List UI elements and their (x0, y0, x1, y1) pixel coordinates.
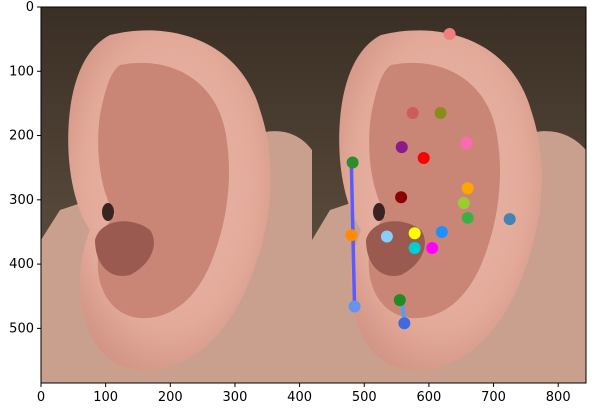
y-tick-label-1: 100 (9, 64, 34, 79)
x-tick-label-5: 500 (352, 390, 377, 405)
keypoint-extra-0 (346, 156, 359, 169)
y-tick-label-5: 500 (9, 321, 34, 336)
keypoint-1 (406, 107, 419, 120)
keypoint-19 (398, 317, 411, 330)
y-tick-label-3: 300 (9, 193, 34, 208)
x-tick-label-7: 700 (481, 390, 506, 405)
x-tick-label-6: 600 (416, 390, 441, 405)
keypoint-12 (380, 230, 393, 243)
keypoint-17 (393, 294, 406, 307)
x-tick-label-3: 300 (223, 390, 248, 405)
keypoint-18 (348, 300, 361, 313)
x-tick-label-0: 0 (37, 390, 45, 405)
keypoint-13 (408, 227, 421, 240)
keypoint-11 (345, 229, 358, 242)
keypoint-3 (395, 141, 408, 154)
keypoint-6 (461, 182, 474, 195)
keypoint-7 (395, 191, 408, 204)
y-tick-label-2: 200 (9, 129, 34, 144)
x-tick-label-8: 800 (546, 390, 571, 405)
keypoint-14 (435, 225, 448, 238)
x-tick-label-2: 200 (158, 390, 183, 405)
keypoint-4 (417, 152, 430, 165)
right-ear-image (312, 7, 586, 383)
keypoint-0 (443, 27, 456, 40)
left-ear-image (41, 7, 312, 383)
axes-frame (40, 6, 587, 384)
x-tick-label-4: 400 (287, 390, 312, 405)
x-tick-label-1: 100 (93, 390, 118, 405)
keypoint-2 (434, 107, 447, 120)
keypoint-15 (408, 242, 421, 255)
keypoint-10 (503, 213, 516, 226)
keypoint-overlay (345, 27, 516, 330)
x-axis: 0 100 200 300 400 500 600 700 800 (37, 383, 571, 405)
keypoint-5 (460, 137, 473, 150)
y-tick-label-4: 400 (9, 257, 34, 272)
y-tick-label-0: 0 (26, 0, 34, 15)
keypoint-9 (461, 211, 474, 224)
keypoint-16 (426, 242, 439, 255)
y-axis: 0 100 200 300 400 500 (9, 0, 41, 336)
keypoint-8 (457, 197, 470, 210)
